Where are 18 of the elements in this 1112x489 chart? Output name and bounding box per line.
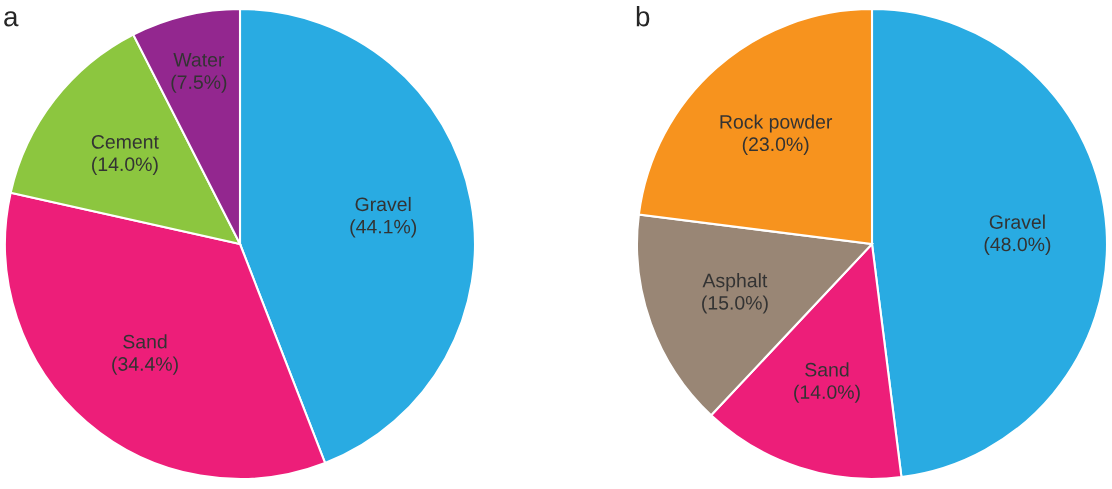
data-label: (7.5%) bbox=[171, 74, 227, 93]
data-label: (14.0%) bbox=[794, 384, 860, 403]
slice-label: Gravel bbox=[355, 196, 411, 212]
chart-title: b bbox=[636, 6, 650, 27]
data-label: (34.4%) bbox=[112, 356, 178, 375]
data-label: (44.1%) bbox=[350, 219, 417, 238]
slice-label: Gravel bbox=[989, 214, 1045, 229]
slice-label: Water bbox=[173, 53, 225, 67]
slice-label: Rock powder bbox=[720, 114, 833, 133]
slice-label: Sand bbox=[123, 334, 167, 349]
data-label: (14.0%) bbox=[92, 156, 158, 175]
data-label: (15.0%) bbox=[702, 295, 768, 314]
chart-title: a bbox=[4, 11, 19, 27]
slice-label: Cement bbox=[91, 134, 159, 149]
data-label: (48.0%) bbox=[984, 236, 1051, 256]
slice-label: Sand bbox=[805, 362, 849, 377]
data-label: (23.0%) bbox=[742, 136, 809, 155]
slice-label: Asphalt bbox=[702, 273, 768, 292]
